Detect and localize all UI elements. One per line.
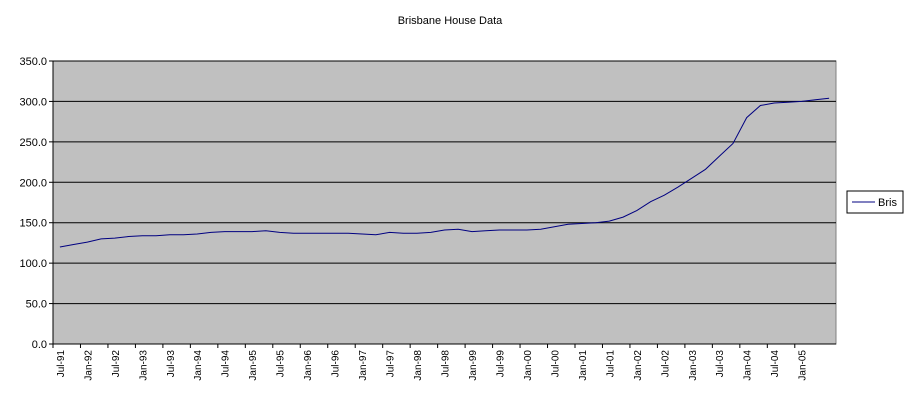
plot-area [52,60,837,345]
chart-title: Brisbane House Data [398,15,503,27]
y-tick-label: 200.0 [19,177,47,189]
x-tick-label: Jul-93 [166,350,177,378]
x-tick-label: Jul-96 [331,350,342,378]
x-tick-label: Jan-98 [413,350,424,381]
x-tick-label: Jul-95 [276,350,287,378]
x-tick-label: Jan-03 [688,350,699,381]
x-tick-label: Jan-99 [468,350,479,381]
x-tick-label: Jan-00 [523,350,534,381]
x-tick-label: Jan-95 [248,350,259,381]
y-tick-label: 250.0 [19,137,47,149]
y-tick-label: 150.0 [19,218,47,230]
x-tick-label: Jul-00 [550,350,561,378]
x-tick-label: Jan-93 [138,350,149,381]
x-tick-label: Jan-01 [578,350,589,381]
x-tick-label: Jul-01 [605,350,616,378]
x-tick-label: Jul-02 [660,350,671,378]
x-tick-label: Jan-04 [743,350,754,381]
x-tick-label: Jan-05 [798,350,809,381]
y-tick-label: 350.0 [19,56,47,68]
x-tick-label: Jan-96 [303,350,314,381]
x-tick-label: Jan-92 [83,350,94,381]
x-tick-label: Jul-03 [715,350,726,378]
x-tick-label: Jul-04 [770,350,781,378]
x-tick-label: Jul-94 [221,350,232,378]
y-tick-label: 300.0 [19,96,47,108]
x-tick-label: Jul-99 [495,350,506,378]
x-tick-label: Jan-97 [358,350,369,381]
x-tick-label: Jul-97 [386,350,397,378]
series-line [59,97,830,248]
x-tick-label: Jul-98 [441,350,452,378]
y-tick-label: 100.0 [19,258,47,270]
legend-label: Bris [878,197,897,209]
x-tick-label: Jan-94 [193,350,204,381]
y-tick-label: 50.0 [26,299,47,311]
y-tick-label: 0.0 [32,339,47,351]
x-tick-label: Jan-02 [633,350,644,381]
x-tick-label: Jul-91 [56,350,67,378]
x-tick-label: Jul-92 [111,350,122,378]
